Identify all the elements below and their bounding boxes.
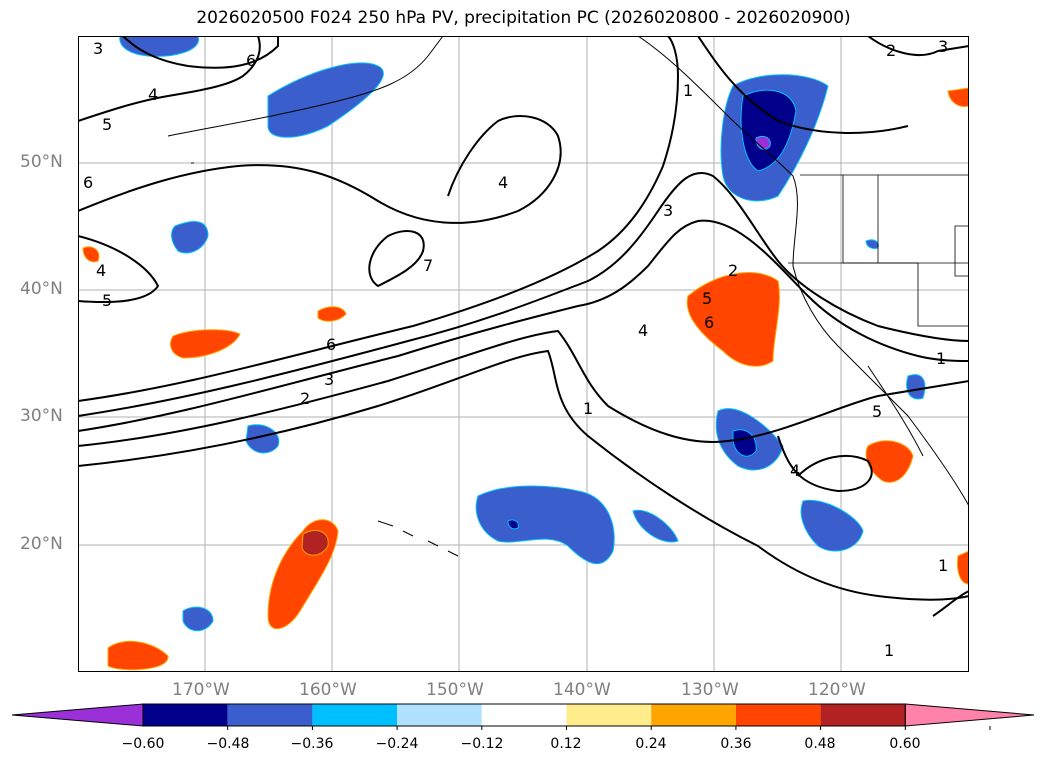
colorbar-tick: 0.36: [720, 736, 752, 752]
precip-area-east-pacific: [800, 499, 864, 552]
contour-label: 4: [96, 261, 106, 280]
precip-area-south-west: [182, 606, 214, 632]
colorbar-extend-high: [904, 703, 1035, 727]
contour-label: 6: [326, 335, 336, 354]
precip-area-south-west-red: [107, 640, 169, 671]
colorbar: [11, 703, 1035, 730]
contour-label: 5: [102, 115, 112, 134]
contour-label: 4: [148, 85, 158, 104]
contour-label: 5: [872, 402, 882, 421]
contour-label: 5: [702, 289, 712, 308]
precip-area-hawaii-west: [245, 424, 280, 454]
colorbar-segment: [651, 704, 736, 726]
contour-label: 1: [936, 349, 946, 368]
contour-label: 6: [704, 313, 714, 332]
precip-area-ne-corner: [947, 87, 969, 107]
precip-area-baja-coast: [865, 440, 914, 483]
precip-area-central-pacific: [475, 485, 615, 565]
precip-area-gulf-alaska: [267, 62, 384, 138]
contour-label: 6: [83, 173, 93, 192]
precip-positive-areas: [82, 87, 969, 671]
colorbar-tick: 0.12: [550, 736, 582, 752]
colorbar-tick: 0.48: [804, 736, 836, 752]
precip-area-nw-corner: [119, 36, 199, 57]
colorbar-segment: [566, 704, 652, 726]
map-canvas: 3 4 5 6 6 4 5 4 7 6 3 2 1 3 4 1 2 5 6 4 …: [78, 36, 969, 672]
contour-label: 1: [884, 641, 894, 660]
precip-negative-areas: [119, 36, 926, 632]
lat-label-30n: 30°N: [20, 406, 63, 426]
colorbar-tick: −0.60: [121, 736, 165, 752]
lat-label-20n: 20°N: [20, 534, 63, 554]
contour-label: 4: [498, 173, 508, 192]
lat-label-50n: 50°N: [20, 152, 63, 172]
lon-label-150w: 150°W: [426, 680, 484, 700]
colorbar-segment: [143, 704, 228, 726]
contour-label: 1: [683, 81, 693, 100]
contour-label: 3: [93, 39, 103, 58]
contour-label: 6: [246, 51, 256, 70]
pv-contour-labels: 3 4 5 6 6 4 5 4 7 6 3 2 1 3 4 1 2 5 6 4 …: [83, 37, 948, 660]
contour-label: 4: [790, 461, 800, 480]
contour-label: 1: [583, 399, 593, 418]
lon-label-130w: 130°W: [681, 680, 739, 700]
contour-label: 1: [938, 556, 948, 575]
colorbar-segment: [820, 704, 906, 726]
contour-label: 2: [300, 389, 310, 408]
precip-area-california-offshore: [686, 272, 780, 367]
contour-label: 3: [663, 201, 673, 220]
colorbar-segment: [735, 704, 821, 726]
colorbar-segment: [481, 704, 567, 726]
contour-label: 3: [324, 370, 334, 389]
colorbar-segment: [397, 704, 482, 726]
contour-label: 7: [423, 256, 433, 275]
precip-area-small-mid: [317, 306, 347, 322]
precip-area-w-pacific: [171, 221, 209, 254]
contour-label: 5: [102, 291, 112, 310]
lon-label-140w: 140°W: [553, 680, 611, 700]
map-frame: [78, 36, 969, 672]
contour-label: 4: [638, 321, 648, 340]
lon-label-170w: 170°W: [172, 680, 230, 700]
political-boundaries: [788, 174, 969, 327]
precip-area-se-edge: [957, 550, 969, 585]
contour-label: 2: [728, 261, 738, 280]
colorbar-tick: −0.12: [460, 736, 504, 752]
map-title: 2026020500 F024 250 hPa PV, precipitatio…: [196, 8, 851, 28]
colorbar-extend-low: [11, 703, 144, 727]
colorbar-tick: −0.24: [375, 736, 419, 752]
colorbar-segment: [227, 704, 313, 726]
precip-area-small-east: [632, 509, 679, 543]
contour-label: 2: [886, 41, 896, 60]
colorbar-tick: −0.36: [290, 736, 334, 752]
colorbar-tick: −0.48: [206, 736, 250, 752]
precip-area-mid-pacific-west: [170, 329, 241, 359]
colorbar-tick: 0.24: [635, 736, 667, 752]
colorbar-segment: [312, 704, 398, 726]
contour-label: 3: [938, 37, 948, 56]
colorbar-tick: 0.60: [889, 736, 921, 752]
pv-contours: [78, 36, 969, 617]
lon-label-120w: 120°W: [808, 680, 866, 700]
precip-area-far-west-north: [82, 246, 100, 263]
colorbar-outline: [142, 703, 906, 727]
lon-label-160w: 160°W: [299, 680, 357, 700]
coastlines: [167, 36, 969, 557]
lat-label-40n: 40°N: [20, 279, 63, 299]
precip-area-baja: [906, 374, 926, 400]
